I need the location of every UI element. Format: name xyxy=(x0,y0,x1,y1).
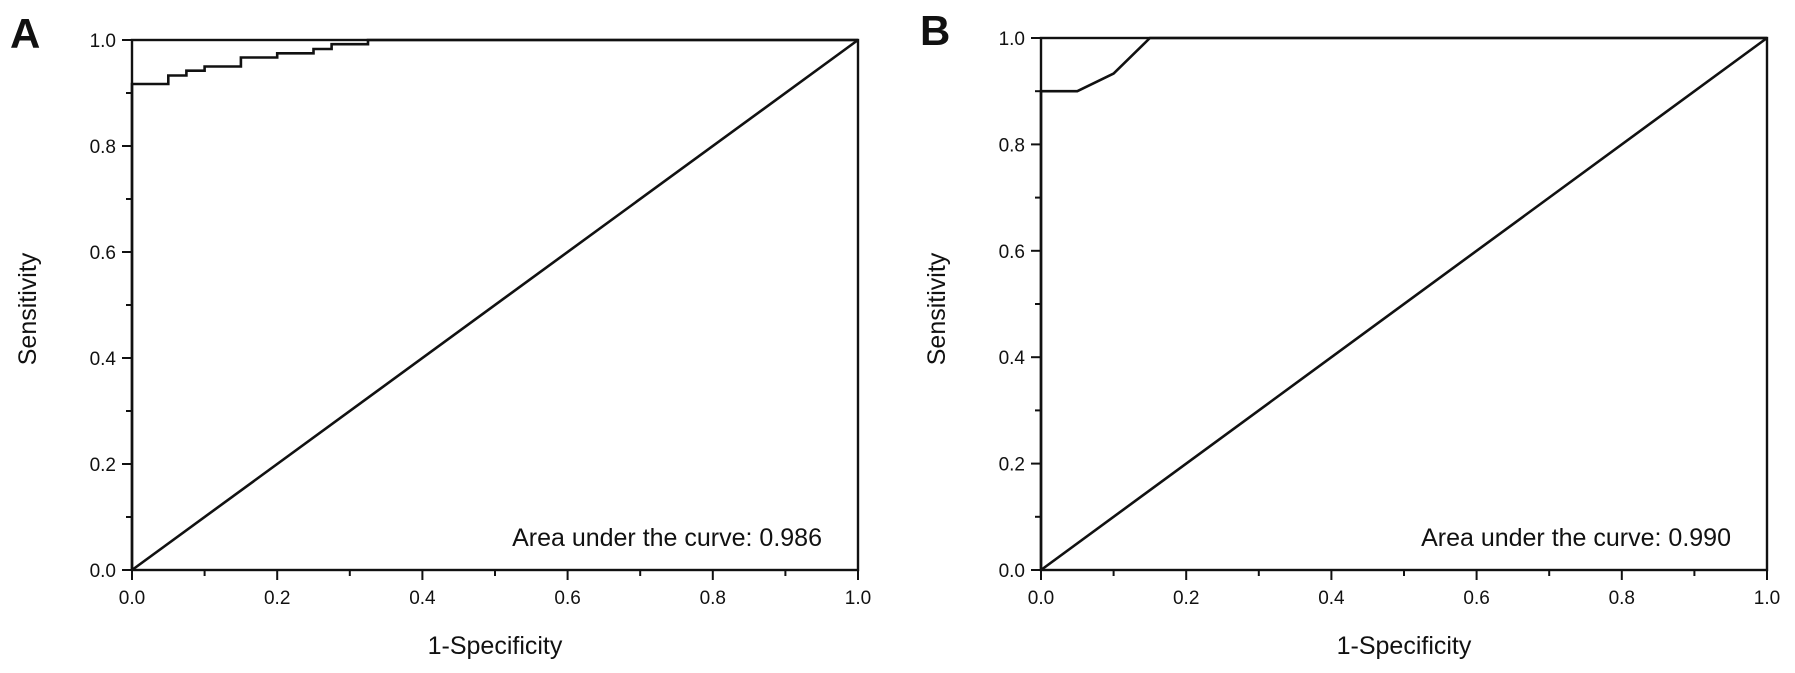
panel-a-x-tick-label: 0.0 xyxy=(119,588,145,609)
panel-b-y-tick-label: 0.4 xyxy=(999,348,1026,369)
panel-a-x-axis-label: 1-Specificity xyxy=(428,632,563,660)
panel-a-x-tick-label: 0.6 xyxy=(554,588,580,609)
panel-b-auc-annotation: Area under the curve: 0.990 xyxy=(1421,524,1731,552)
panel-b-x-tick-label: 1.0 xyxy=(1754,588,1780,609)
panel-a-y-tick-label: 0.6 xyxy=(90,243,116,264)
panel-a-reference-line xyxy=(131,38,859,572)
panel-b-label: B xyxy=(920,7,950,54)
panel-a-x-tick-label: 0.4 xyxy=(409,588,436,609)
panel-b-y-tick-label: 0.2 xyxy=(999,455,1025,476)
panel-b-x-tick-label: 0.4 xyxy=(1318,588,1345,609)
panel-b: B Sensitivity 1-Specificity Area under t… xyxy=(920,7,1780,660)
panel-a-plot-area: 0.0 0.2 0.4 0.6 0.8 1.0 0.0 0.2 0.4 0.6 0.8 1.0 xyxy=(90,31,872,609)
panel-a-auc-annotation: Area under the curve: 0.986 xyxy=(512,524,822,552)
panel-a-x-tick-label: 0.8 xyxy=(700,588,726,609)
panel-b-x-axis-label: 1-Specificity xyxy=(1337,632,1472,660)
panel-a-roc-curve xyxy=(130,38,858,570)
panel-b-reference-line xyxy=(1040,36,1768,572)
panel-a: A Sensitivity 1-Specificity Area under t… xyxy=(10,10,871,660)
panel-b-y-tick-label: 0.0 xyxy=(999,561,1025,582)
panel-b-x-tick-label: 0.6 xyxy=(1463,588,1489,609)
panel-a-y-tick-label: 0.8 xyxy=(90,137,116,158)
panel-a-y-axis-label: Sensitivity xyxy=(14,252,42,365)
panel-b-roc-curve xyxy=(1039,36,1767,570)
panel-a-y-tick-label: 0.2 xyxy=(90,455,116,476)
panel-b-y-tick-label: 0.8 xyxy=(999,135,1025,156)
panel-b-y-axis-label: Sensitivity xyxy=(923,252,951,365)
panel-b-x-tick-label: 0.8 xyxy=(1609,588,1635,609)
panel-a-y-tick-label: 0.4 xyxy=(90,349,117,370)
panel-b-x-tick-label: 0.2 xyxy=(1173,588,1199,609)
panel-a-x-tick-label: 1.0 xyxy=(845,588,871,609)
panel-a-y-tick-label: 0.0 xyxy=(90,561,116,582)
panel-b-y-tick-label: 0.6 xyxy=(999,242,1025,263)
panel-a-y-tick-label: 1.0 xyxy=(90,31,116,52)
panel-a-label: A xyxy=(10,10,40,57)
panel-b-plot-area: 0.0 0.2 0.4 0.6 0.8 1.0 0.0 0.2 0.4 0.6 0.8 1.0 xyxy=(999,29,1781,609)
panel-b-x-tick-label: 0.0 xyxy=(1028,588,1054,609)
panel-a-x-tick-label: 0.2 xyxy=(264,588,290,609)
panel-b-y-tick-label: 1.0 xyxy=(999,29,1025,50)
